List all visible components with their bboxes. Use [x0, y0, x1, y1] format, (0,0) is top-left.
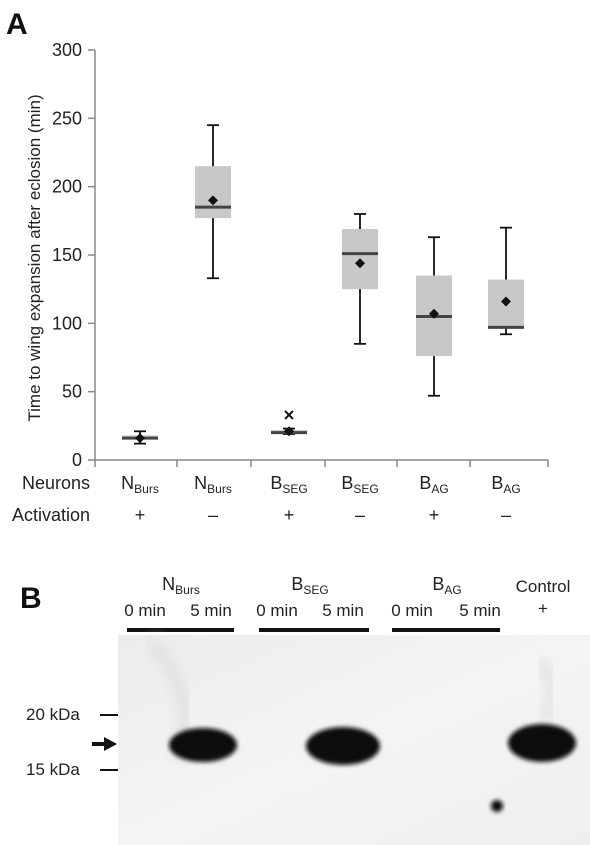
- size-markers: 20 kDa 15 kDa: [26, 705, 118, 779]
- blot-spot: [491, 800, 503, 812]
- control-sign: +: [538, 599, 548, 618]
- lane-label: 0 min: [391, 601, 433, 620]
- box-iqr: [195, 166, 231, 219]
- mean-marker: [501, 296, 511, 307]
- activation-sign: +: [135, 505, 146, 525]
- band-nburs-5min: [169, 728, 237, 762]
- box-6: [488, 226, 524, 336]
- category-label: BSEG: [341, 473, 378, 496]
- row-label-activation: Activation: [12, 505, 90, 525]
- y-tick-label: 300: [52, 40, 82, 60]
- panel-b-letter: B: [20, 582, 42, 615]
- marker-20kda-label: 20 kDa: [26, 705, 80, 724]
- y-tick-label: 100: [52, 313, 82, 333]
- lane-label: 0 min: [256, 601, 298, 620]
- blot-bands: [169, 724, 576, 812]
- band-control: [508, 724, 576, 762]
- row-label-neurons: Neurons: [22, 473, 90, 493]
- lane-label: 5 min: [322, 601, 364, 620]
- lane-label: 5 min: [459, 601, 501, 620]
- blot-group-label: BAG: [432, 574, 461, 597]
- box-1: [122, 430, 158, 445]
- category-label: BAG: [491, 473, 520, 496]
- mean-marker: [355, 258, 365, 269]
- control-label: Control: [516, 577, 571, 596]
- panel-a-letter: A: [6, 8, 28, 41]
- activation-sign: –: [501, 505, 511, 525]
- box-3: [271, 410, 307, 437]
- box-plot-series: [122, 124, 524, 445]
- blot-group-label: BSEG: [291, 574, 328, 597]
- y-tick-label: 0: [72, 450, 82, 470]
- y-tick-label: 50: [62, 382, 82, 402]
- category-label: BSEG: [270, 473, 307, 496]
- activation-sign: –: [208, 505, 218, 525]
- box-4: [342, 213, 378, 345]
- y-axis: 0 50 100 150 200 250 300: [52, 40, 96, 470]
- blot-header: NBurs BSEG BAG 0 min 5 min 0 min 5 min 0 min 5 m…: [124, 574, 571, 632]
- category-label: BAG: [419, 473, 448, 496]
- lane-label: 5 min: [190, 601, 232, 620]
- activation-sign: +: [429, 505, 440, 525]
- box-2: [195, 124, 231, 280]
- lane-label: 0 min: [124, 601, 166, 620]
- activation-sign: –: [355, 505, 365, 525]
- activation-sign: +: [284, 505, 295, 525]
- x-axis: [94, 459, 549, 467]
- marker-15kda-label: 15 kDa: [26, 760, 80, 779]
- membrane-texture: [535, 657, 557, 723]
- band-bseg-5min: [306, 727, 380, 765]
- blot-group-label: NBurs: [162, 574, 200, 597]
- mean-marker: [208, 195, 218, 206]
- mean-marker: [429, 308, 439, 319]
- category-label: NBurs: [194, 473, 232, 496]
- mean-marker: [135, 433, 145, 444]
- mean-marker: [284, 426, 294, 437]
- y-axis-title: Time to wing expansion after eclosion (m…: [25, 94, 44, 421]
- outlier-marker: [284, 410, 294, 420]
- category-label: NBurs: [121, 473, 159, 496]
- y-tick-label: 250: [52, 108, 82, 128]
- category-labels: NBurs + NBurs – BSEG + BSEG – BAG + BAG –: [121, 473, 521, 525]
- y-tick-label: 150: [52, 245, 82, 265]
- box-5: [416, 236, 452, 397]
- y-tick-label: 200: [52, 177, 82, 197]
- arrow-icon: [92, 737, 117, 751]
